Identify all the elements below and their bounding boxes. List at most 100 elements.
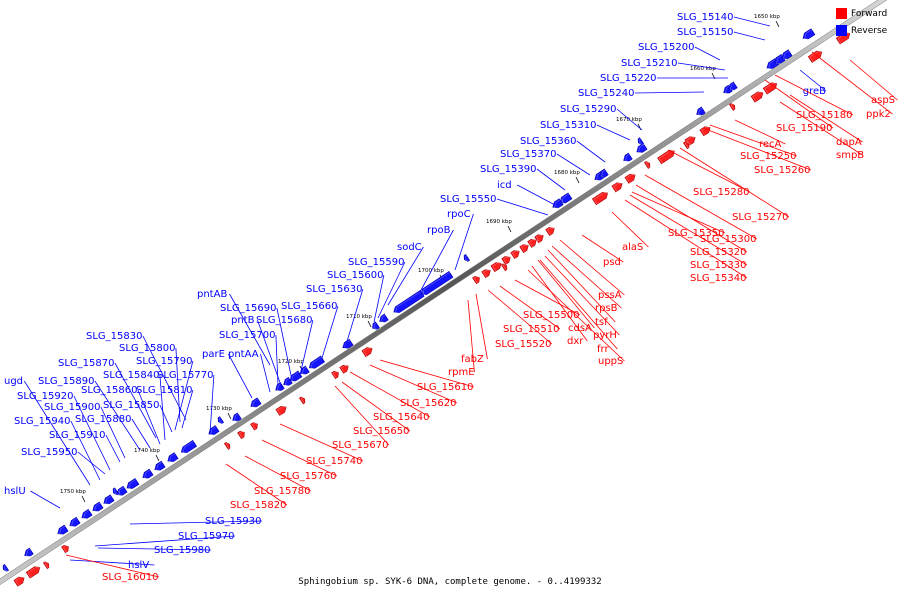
reverse-gene-label: SLG_15900: [44, 402, 100, 413]
reverse-leader-line: [616, 108, 643, 131]
forward-leader-line: [709, 124, 798, 157]
reverse-leader-line: [373, 274, 385, 323]
forward-gene: [500, 263, 509, 272]
reverse-gene: [636, 142, 650, 154]
reverse-gene: [57, 524, 71, 535]
forward-leader-line: [379, 359, 475, 388]
forward-gene: [481, 269, 493, 279]
forward-leader-line: [225, 463, 288, 506]
forward-gene: [750, 91, 765, 103]
reverse-gene: [696, 106, 708, 116]
reverse-gene: [180, 440, 199, 454]
reverse-leader-line: [496, 198, 549, 216]
reverse-leader-line: [387, 246, 424, 306]
forward-leader-line: [475, 293, 488, 360]
reverse-gene-label: icd: [497, 180, 512, 191]
forward-gene-label: SLG_15250: [740, 151, 796, 162]
forward-gene-label: SLG_15520: [495, 339, 551, 350]
forward-gene-label: pyrH: [593, 330, 617, 341]
forward-leader-line: [487, 289, 553, 345]
reverse-leader-line: [131, 418, 151, 449]
reverse-gene-label: SLG_15600: [327, 270, 383, 281]
forward-swatch: [836, 8, 847, 19]
forward-gene-label: SLG_15610: [417, 382, 473, 393]
reverse-gene-label: SLG_15790: [136, 356, 192, 367]
forward-leader-line: [702, 127, 812, 171]
reverse-leader-line: [677, 62, 726, 71]
reverse-gene: [723, 84, 735, 94]
forward-gene-label: SLG_15780: [254, 486, 310, 497]
tick-mark: [775, 20, 780, 28]
forward-gene: [61, 544, 71, 554]
reverse-gene-label: rpoB: [427, 225, 451, 236]
reverse-gene-labels: SLG_15140 SLG_15150 SLG_15200 SLG_15210 SLG_…: [4, 12, 827, 571]
forward-leader-line: [679, 147, 790, 218]
forward-leader-line: [65, 554, 159, 578]
reverse-gene: [250, 397, 264, 408]
reverse-leader-line: [209, 374, 215, 435]
reverse-gene: [308, 355, 327, 370]
reverse-gene: [81, 508, 95, 520]
forward-leader-line: [667, 149, 751, 193]
forward-gene-label: SLG_15500: [523, 310, 579, 321]
reverse-gene-label: SLG_15140: [677, 12, 733, 23]
reverse-gene: [393, 289, 427, 314]
forward-gene: [510, 250, 522, 260]
forward-gene: [501, 256, 513, 266]
forward-leader-line: [369, 364, 458, 404]
reverse-leader-line: [94, 535, 235, 547]
reverse-leader-line: [694, 46, 721, 61]
reverse-leader-line: [159, 374, 166, 441]
reverse-leader-line: [799, 69, 827, 92]
reverse-gene-label: SLG_15680: [256, 315, 312, 326]
forward-gene-label: SLG_15760: [280, 471, 336, 482]
reverse-gene: [232, 412, 244, 422]
reverse-gene-label: SLG_15860: [81, 385, 137, 396]
forward-gene-label: SLG_15650: [353, 426, 409, 437]
forward-gene-label: smpB: [836, 150, 864, 161]
reverse-gene-label: SLG_15870: [58, 358, 114, 369]
reverse-leader-line: [129, 520, 262, 525]
reverse-gene-label: SLG_15840: [103, 370, 159, 381]
reverse-gene: [154, 460, 168, 471]
forward-gene: [361, 347, 375, 358]
reverse-gene-label: SLG_15700: [219, 330, 275, 341]
reverse-gene-label: SLG_15370: [500, 149, 556, 160]
reverse-leader-line: [556, 153, 591, 176]
forward-leader-line: [279, 423, 364, 462]
reverse-leader-line: [275, 334, 279, 386]
forward-gene: [42, 561, 51, 570]
forward-gene: [13, 576, 27, 587]
forward-gene-label: frr: [597, 344, 609, 355]
reverse-gene: [217, 416, 226, 425]
reverse-gene-label: SLG_15850: [103, 400, 159, 411]
tick-label: 1740 kbp: [134, 448, 160, 454]
forward-leader-line: [499, 285, 561, 330]
reverse-gene-label: SLG_15970: [178, 531, 234, 542]
forward-gene-label: pssA: [598, 290, 622, 301]
tick-mark: [155, 454, 160, 462]
forward-gene-label: dapA: [836, 137, 862, 148]
forward-strand-features: [13, 32, 852, 587]
forward-leader-line: [631, 191, 726, 234]
forward-gene-label: SLG_15330: [690, 260, 746, 271]
forward-gene: [527, 239, 539, 249]
forward-leader-line: [789, 94, 863, 143]
forward-leader-line: [734, 119, 786, 145]
reverse-gene-label: SLG_15220: [600, 73, 656, 84]
forward-gene: [728, 103, 737, 112]
reverse-gene-label: SLG_15880: [75, 414, 131, 425]
forward-gene-label: SLG_15280: [693, 187, 749, 198]
forward-gene: [223, 442, 232, 451]
reverse-gene-label: SLG_15210: [621, 58, 677, 69]
reverse-gene-label: sodC: [397, 242, 422, 253]
reverse-leader-line: [733, 31, 766, 41]
forward-gene-label: alaS: [622, 242, 643, 253]
forward-leader-line: [644, 174, 758, 240]
tick-label: 1650 kbp: [754, 14, 780, 20]
forward-gene: [250, 422, 260, 431]
forward-leader-line: [624, 199, 748, 279]
tick-label: 1690 kbp: [486, 219, 512, 225]
reverse-leader-line: [260, 353, 271, 393]
